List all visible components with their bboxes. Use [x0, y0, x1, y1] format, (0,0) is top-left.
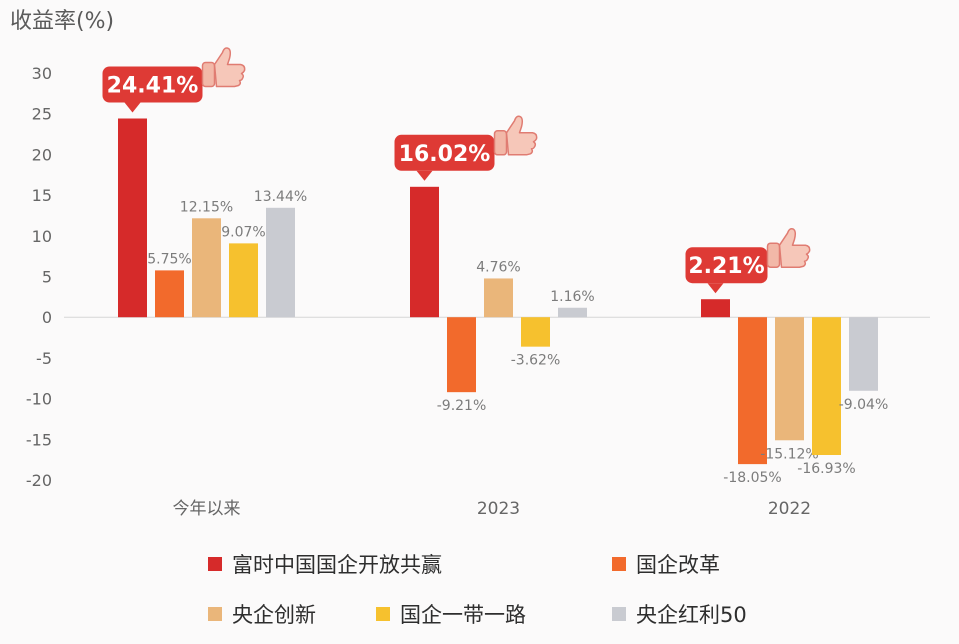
data-label: 13.44%	[254, 189, 307, 205]
data-label: -18.05%	[723, 470, 781, 486]
legend-label: 央企创新	[232, 603, 316, 627]
data-label: 5.75%	[147, 251, 191, 267]
bar	[410, 186, 439, 318]
callout-badge	[394, 134, 495, 171]
y-tick-label: -10	[26, 390, 52, 409]
callout-label: 16.02%	[399, 142, 491, 167]
bar	[266, 207, 295, 318]
bar	[558, 307, 587, 318]
bar	[775, 317, 804, 441]
data-label: 9.07%	[221, 224, 265, 240]
legend-swatch	[612, 607, 626, 621]
y-tick-label: 30	[32, 64, 52, 83]
thumbs-up-icon	[766, 227, 811, 268]
y-tick-label: 20	[32, 145, 52, 164]
legend-swatch	[612, 557, 626, 571]
data-label: 4.76%	[476, 259, 520, 275]
thumbs-up-icon	[201, 47, 246, 88]
legend-swatch	[376, 607, 390, 621]
x-tick-label: 2022	[768, 499, 811, 519]
legend-swatch	[208, 557, 222, 571]
y-tick-label: -15	[26, 430, 52, 449]
data-label: -3.62%	[511, 353, 561, 369]
bar	[229, 243, 258, 318]
y-tick-label: 5	[42, 268, 52, 287]
legend-label: 国企一带一路	[400, 603, 526, 627]
data-label: 12.15%	[180, 199, 233, 215]
bar	[447, 317, 476, 393]
bar	[738, 317, 767, 465]
thumbs-up-icon	[493, 115, 538, 156]
bar	[192, 218, 221, 318]
y-tick-label: -5	[36, 349, 52, 368]
bar	[701, 299, 730, 318]
bar	[484, 278, 513, 318]
x-tick-label: 2023	[477, 499, 520, 519]
callout-label: 24.41%	[107, 74, 199, 99]
y-tick-label: -20	[26, 471, 52, 490]
legend-label: 央企红利50	[636, 603, 747, 627]
x-tick-label: 今年以来	[173, 499, 241, 519]
y-tick-label: 25	[32, 105, 52, 124]
data-label: 1.16%	[550, 289, 594, 305]
bar	[849, 317, 878, 391]
data-label: -16.93%	[797, 461, 855, 477]
y-tick-label: 15	[32, 186, 52, 205]
callout-label: 2.21%	[688, 254, 764, 279]
data-label: -15.12%	[760, 446, 818, 462]
callout-badge	[102, 66, 203, 103]
callout-badge	[685, 247, 768, 284]
data-label: -9.21%	[437, 398, 487, 414]
callout-pointer	[707, 283, 724, 294]
bar	[118, 118, 147, 318]
data-label: -9.04%	[839, 397, 889, 413]
bar	[155, 270, 184, 318]
bar	[812, 317, 841, 456]
callout-pointer	[416, 170, 433, 181]
legend-label: 国企改革	[636, 553, 720, 577]
legend-label: 富时中国国企开放共赢	[232, 553, 442, 577]
y-tick-label: 10	[32, 227, 52, 246]
bar	[521, 317, 550, 347]
y-tick-label: 0	[42, 308, 52, 327]
y-axis-title: 收益率(%)	[10, 9, 114, 34]
callout-pointer	[124, 102, 141, 113]
legend-swatch	[208, 607, 222, 621]
